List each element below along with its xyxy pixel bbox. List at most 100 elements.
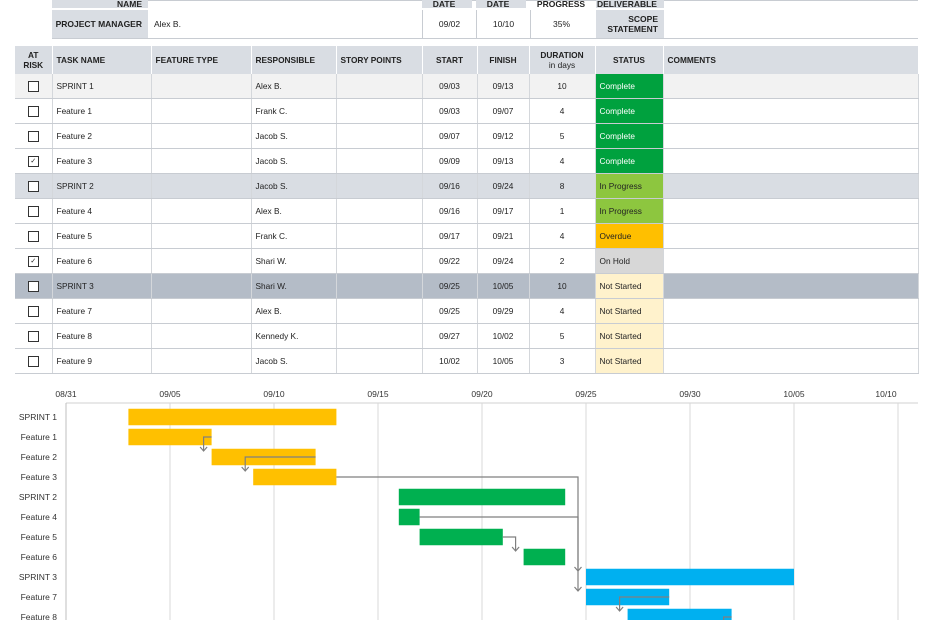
feature-type-cell[interactable] (151, 123, 252, 149)
start-cell[interactable]: 09/07 (422, 123, 478, 149)
at-risk-checkbox[interactable] (15, 198, 53, 224)
start-cell[interactable]: 09/16 (422, 198, 478, 224)
task-name-cell[interactable]: Feature 4 (52, 198, 152, 224)
task-name-cell[interactable]: Feature 2 (52, 123, 152, 149)
task-name-cell[interactable]: SPRINT 1 (52, 74, 152, 99)
start-cell[interactable]: 09/03 (422, 74, 478, 99)
checkbox-checked-icon[interactable]: ✓ (27, 155, 39, 167)
status-badge[interactable]: Complete (595, 123, 664, 149)
task-name-cell[interactable]: Feature 9 (52, 348, 152, 374)
table-row[interactable]: Feature 4 Alex B. 09/16 09/17 1 In Progress (15, 198, 919, 224)
finish-cell[interactable]: 09/13 (477, 74, 530, 99)
checkbox-icon[interactable] (27, 230, 39, 242)
project-manager-value[interactable]: Alex B. (154, 19, 181, 29)
at-risk-checkbox[interactable] (15, 298, 53, 324)
status-badge[interactable]: Not Started (595, 298, 664, 324)
checkbox-icon[interactable] (27, 180, 39, 192)
story-points-cell[interactable] (336, 198, 423, 224)
start-date-value[interactable]: 09/02 (422, 10, 476, 38)
table-row[interactable]: Feature 8 Kennedy K. 09/27 10/02 5 Not Starte… (15, 323, 919, 349)
checkbox-icon[interactable] (27, 80, 39, 92)
status-badge[interactable]: Complete (595, 74, 664, 99)
status-badge[interactable]: On Hold (595, 248, 664, 274)
sprint-row[interactable]: SPRINT 3 Shari W. 09/25 10/05 10 Not Started (15, 273, 919, 299)
responsible-cell[interactable]: Jacob S. (251, 148, 337, 174)
table-row[interactable]: ✓ Feature 6 Shari W. 09/22 09/24 2 On Hold (15, 248, 919, 274)
story-points-cell[interactable] (336, 223, 423, 249)
task-name-cell[interactable]: SPRINT 3 (52, 273, 152, 299)
feature-type-cell[interactable] (151, 348, 252, 374)
checkbox-icon[interactable] (27, 305, 39, 317)
comments-cell[interactable] (663, 98, 919, 124)
story-points-cell[interactable] (336, 248, 423, 274)
finish-cell[interactable]: 10/02 (477, 323, 530, 349)
task-name-cell[interactable]: Feature 3 (52, 148, 152, 174)
table-row[interactable]: Feature 7 Alex B. 09/25 09/29 4 Not Started (15, 298, 919, 324)
finish-cell[interactable]: 10/05 (477, 348, 530, 374)
comments-cell[interactable] (663, 123, 919, 149)
status-badge[interactable]: Not Started (595, 348, 664, 374)
at-risk-checkbox[interactable] (15, 173, 53, 199)
feature-type-cell[interactable] (151, 74, 252, 99)
comments-cell[interactable] (663, 148, 919, 174)
story-points-cell[interactable] (336, 148, 423, 174)
feature-type-cell[interactable] (151, 273, 252, 299)
task-name-cell[interactable]: Feature 6 (52, 248, 152, 274)
feature-type-cell[interactable] (151, 223, 252, 249)
at-risk-checkbox[interactable] (15, 98, 53, 124)
checkbox-icon[interactable] (27, 280, 39, 292)
comments-cell[interactable] (663, 173, 919, 199)
responsible-cell[interactable]: Alex B. (251, 198, 337, 224)
table-row[interactable]: Feature 1 Frank C. 09/03 09/07 4 Complete (15, 98, 919, 124)
finish-cell[interactable]: 09/07 (477, 98, 530, 124)
at-risk-checkbox[interactable] (15, 123, 53, 149)
responsible-cell[interactable]: Shari W. (251, 273, 337, 299)
scope-statement-value[interactable] (664, 10, 918, 38)
responsible-cell[interactable]: Jacob S. (251, 348, 337, 374)
table-row[interactable]: Feature 2 Jacob S. 09/07 09/12 5 Complete (15, 123, 919, 149)
start-cell[interactable]: 09/22 (422, 248, 478, 274)
comments-cell[interactable] (663, 74, 919, 99)
finish-cell[interactable]: 09/29 (477, 298, 530, 324)
story-points-cell[interactable] (336, 273, 423, 299)
responsible-cell[interactable]: Kennedy K. (251, 323, 337, 349)
start-cell[interactable]: 09/09 (422, 148, 478, 174)
task-name-cell[interactable]: Feature 1 (52, 98, 152, 124)
checkbox-icon[interactable] (27, 105, 39, 117)
at-risk-checkbox[interactable] (15, 323, 53, 349)
checkbox-icon[interactable] (27, 330, 39, 342)
finish-cell[interactable]: 09/21 (477, 223, 530, 249)
responsible-cell[interactable]: Shari W. (251, 248, 337, 274)
responsible-cell[interactable]: Frank C. (251, 223, 337, 249)
finish-cell[interactable]: 09/24 (477, 248, 530, 274)
at-risk-checkbox[interactable]: ✓ (15, 148, 53, 174)
sprint-row[interactable]: SPRINT 1 Alex B. 09/03 09/13 10 Complete (15, 74, 919, 99)
task-name-cell[interactable]: Feature 5 (52, 223, 152, 249)
finish-cell[interactable]: 09/17 (477, 198, 530, 224)
table-row[interactable]: ✓ Feature 3 Jacob S. 09/09 09/13 4 Complete (15, 148, 919, 174)
progress-value[interactable]: 35% (530, 10, 592, 38)
at-risk-checkbox[interactable] (15, 74, 53, 99)
comments-cell[interactable] (663, 348, 919, 374)
feature-type-cell[interactable] (151, 248, 252, 274)
comments-cell[interactable] (663, 273, 919, 299)
story-points-cell[interactable] (336, 348, 423, 374)
story-points-cell[interactable] (336, 173, 423, 199)
at-risk-checkbox[interactable] (15, 348, 53, 374)
feature-type-cell[interactable] (151, 298, 252, 324)
comments-cell[interactable] (663, 323, 919, 349)
at-risk-checkbox[interactable] (15, 223, 53, 249)
comments-cell[interactable] (663, 248, 919, 274)
task-name-cell[interactable]: SPRINT 2 (52, 173, 152, 199)
feature-type-cell[interactable] (151, 98, 252, 124)
sprint-row[interactable]: SPRINT 2 Jacob S. 09/16 09/24 8 In Progress (15, 173, 919, 199)
at-risk-checkbox[interactable]: ✓ (15, 248, 53, 274)
story-points-cell[interactable] (336, 298, 423, 324)
start-cell[interactable]: 09/25 (422, 273, 478, 299)
finish-cell[interactable]: 09/12 (477, 123, 530, 149)
task-name-cell[interactable]: Feature 7 (52, 298, 152, 324)
checkbox-icon[interactable] (27, 205, 39, 217)
start-cell[interactable]: 09/16 (422, 173, 478, 199)
comments-cell[interactable] (663, 298, 919, 324)
status-badge[interactable]: In Progress (595, 198, 664, 224)
